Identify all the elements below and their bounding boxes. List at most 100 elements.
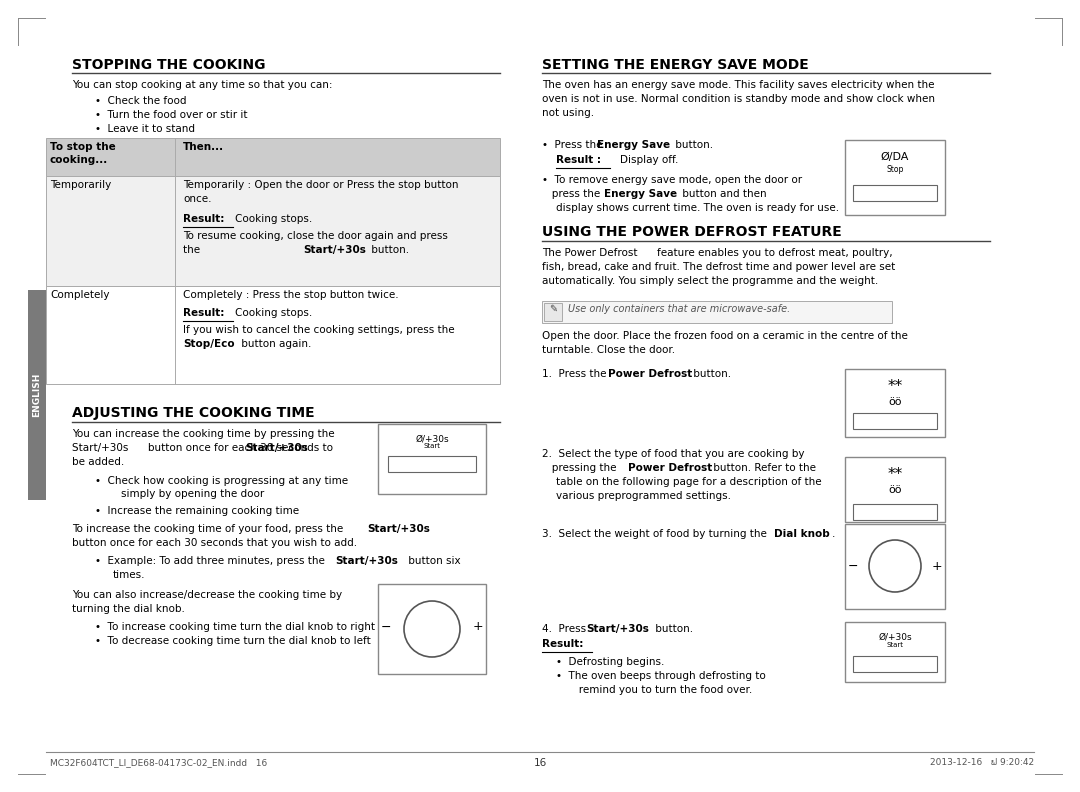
Text: 2.  Select the type of food that you are cooking by
   pressing the: 2. Select the type of food that you are … <box>542 449 805 473</box>
Text: Ø/DA: Ø/DA <box>881 152 909 162</box>
Bar <box>853 656 937 672</box>
Text: Completely: Completely <box>50 290 109 300</box>
Text: You can stop cooking at any time so that you can:: You can stop cooking at any time so that… <box>72 80 333 90</box>
Text: button.: button. <box>652 624 693 634</box>
Text: MC32F604TCT_LI_DE68-04173C-02_EN.indd   16: MC32F604TCT_LI_DE68-04173C-02_EN.indd 16 <box>50 758 267 767</box>
Text: You can also increase/decrease the cooking time by
turning the dial knob.: You can also increase/decrease the cooki… <box>72 590 342 614</box>
Text: If you wish to cancel the cooking settings, press the: If you wish to cancel the cooking settin… <box>183 325 455 335</box>
Text: •  Increase the remaining cooking time: • Increase the remaining cooking time <box>95 506 299 516</box>
Text: .: . <box>832 529 835 539</box>
Text: USING THE POWER DEFROST FEATURE: USING THE POWER DEFROST FEATURE <box>542 225 841 239</box>
Text: •  Press the: • Press the <box>542 140 606 150</box>
Text: •  Example: To add three minutes, press the: • Example: To add three minutes, press t… <box>95 556 328 566</box>
Text: Cooking stops.: Cooking stops. <box>235 214 312 224</box>
Text: öö: öö <box>888 485 902 495</box>
Text: button.: button. <box>672 140 713 150</box>
Text: Power Defrost: Power Defrost <box>608 369 692 379</box>
Text: Display off.: Display off. <box>620 155 678 165</box>
Text: •  To decrease cooking time turn the dial knob to left: • To decrease cooking time turn the dial… <box>95 636 370 646</box>
Bar <box>853 185 937 201</box>
Text: 4.  Press: 4. Press <box>542 624 590 634</box>
Text: Result:: Result: <box>183 214 225 224</box>
Text: Stop: Stop <box>887 165 904 174</box>
Text: •  Check the food: • Check the food <box>95 96 187 106</box>
Text: •  To increase cooking time turn the dial knob to right: • To increase cooking time turn the dial… <box>95 622 375 632</box>
Text: •  Check how cooking is progressing at any time
        simply by opening the do: • Check how cooking is progressing at an… <box>95 476 348 499</box>
Bar <box>845 622 945 682</box>
Text: To resume cooking, close the door again and press
the: To resume cooking, close the door again … <box>183 231 448 255</box>
Text: table on the following page for a description of the
various preprogrammed setti: table on the following page for a descri… <box>556 477 822 501</box>
Text: To stop the
cooking...: To stop the cooking... <box>50 142 116 166</box>
Bar <box>46 176 500 286</box>
Text: •  Defrosting begins.
•  The oven beeps through defrosting to
       remind you : • Defrosting begins. • The oven beeps th… <box>556 657 766 695</box>
Bar <box>845 140 945 215</box>
Bar <box>378 584 486 674</box>
Text: The oven has an energy save mode. This facility saves electricity when the
oven : The oven has an energy save mode. This f… <box>542 80 935 118</box>
Bar <box>853 504 937 520</box>
Text: Use only containers that are microwave-safe.: Use only containers that are microwave-s… <box>568 304 791 314</box>
Bar <box>845 524 945 609</box>
Text: SETTING THE ENERGY SAVE MODE: SETTING THE ENERGY SAVE MODE <box>542 58 809 72</box>
Bar <box>46 286 500 384</box>
Text: STOPPING THE COOKING: STOPPING THE COOKING <box>72 58 266 72</box>
Text: öö: öö <box>888 397 902 407</box>
Text: 16: 16 <box>534 758 546 768</box>
Text: button.: button. <box>368 245 409 255</box>
Text: ENGLISH: ENGLISH <box>32 373 41 417</box>
Text: +: + <box>932 559 943 573</box>
Text: Open the door. Place the frozen food on a ceramic in the centre of the
turntable: Open the door. Place the frozen food on … <box>542 331 908 355</box>
Bar <box>845 457 945 522</box>
Text: 3.  Select the weight of food by turning the: 3. Select the weight of food by turning … <box>542 529 770 539</box>
Text: Temporarily : Open the door or Press the stop button
once.: Temporarily : Open the door or Press the… <box>183 180 459 204</box>
Text: Then...: Then... <box>183 142 225 152</box>
Text: button once for each 30 seconds that you wish to add.: button once for each 30 seconds that you… <box>72 538 357 548</box>
Text: Ø/+30s: Ø/+30s <box>878 632 912 641</box>
Text: Cooking stops.: Cooking stops. <box>235 308 312 318</box>
Text: Energy Save: Energy Save <box>604 189 677 199</box>
Text: button and then: button and then <box>679 189 767 199</box>
Text: To increase the cooking time of your food, press the: To increase the cooking time of your foo… <box>72 524 347 534</box>
Text: **: ** <box>888 379 903 394</box>
Text: The Power Defrost      feature enables you to defrost meat, poultry,
fish, bread: The Power Defrost feature enables you to… <box>542 248 895 286</box>
Text: button six: button six <box>405 556 461 566</box>
Text: 1.  Press the: 1. Press the <box>542 369 610 379</box>
Bar <box>544 303 562 321</box>
Text: Result:: Result: <box>542 639 583 649</box>
Text: •  Turn the food over or stir it: • Turn the food over or stir it <box>95 110 247 120</box>
Text: ADJUSTING THE COOKING TIME: ADJUSTING THE COOKING TIME <box>72 406 314 420</box>
Text: times.: times. <box>113 570 146 580</box>
Text: •  Leave it to stand: • Leave it to stand <box>95 124 195 134</box>
Text: Ø/+30s: Ø/+30s <box>415 434 449 443</box>
Text: Start/+30s: Start/+30s <box>335 556 397 566</box>
Text: Completely : Press the stop button twice.: Completely : Press the stop button twice… <box>183 290 399 300</box>
Text: Result :: Result : <box>556 155 600 165</box>
Text: −: − <box>848 559 859 573</box>
Bar <box>46 138 500 176</box>
Text: Stop/Eco: Stop/Eco <box>183 339 234 349</box>
Text: button again.: button again. <box>238 339 311 349</box>
Text: −: − <box>381 620 391 634</box>
Text: Start/+30s: Start/+30s <box>586 624 649 634</box>
Text: 2013-12-16   ຟ 9:20:42: 2013-12-16 ຟ 9:20:42 <box>930 758 1034 767</box>
Bar <box>378 424 486 494</box>
Bar <box>845 369 945 437</box>
Text: button.: button. <box>690 369 731 379</box>
Text: Start/+30s: Start/+30s <box>367 524 430 534</box>
Text: Energy Save: Energy Save <box>597 140 670 150</box>
Text: You can increase the cooking time by pressing the
Start/+30s      button once fo: You can increase the cooking time by pre… <box>72 429 335 467</box>
Text: Start: Start <box>887 642 904 648</box>
Bar <box>28 290 46 500</box>
Text: Start/+30s: Start/+30s <box>245 443 308 453</box>
Text: ✎: ✎ <box>549 304 557 314</box>
Text: Result:: Result: <box>183 308 225 318</box>
Text: Dial knob: Dial knob <box>774 529 829 539</box>
Text: Power Defrost: Power Defrost <box>627 463 712 473</box>
Bar <box>542 301 892 323</box>
Text: Start: Start <box>423 443 441 449</box>
Text: display shows current time. The oven is ready for use.: display shows current time. The oven is … <box>556 203 839 213</box>
Text: Temporarily: Temporarily <box>50 180 111 190</box>
Text: Start/+30s: Start/+30s <box>303 245 366 255</box>
Bar <box>853 413 937 429</box>
Text: **: ** <box>888 467 903 482</box>
Bar <box>388 456 476 472</box>
